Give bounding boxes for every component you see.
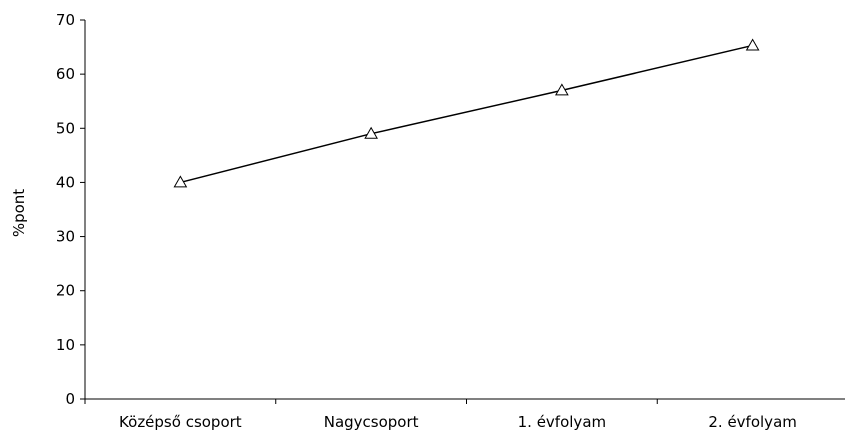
y-tick-label: 10: [56, 336, 75, 354]
data-point: [364, 126, 378, 139]
y-tick-label: 50: [56, 119, 75, 137]
x-axis: Középső csoport Nagycsoport 1. évfolyam 2. …: [84, 398, 845, 431]
y-tick-label: 20: [56, 282, 75, 300]
x-tick-label: Nagycsoport: [324, 413, 419, 431]
y-tick-label: 0: [65, 390, 75, 408]
data-point: [173, 175, 188, 188]
series-layer: [173, 38, 760, 188]
y-tick-label: 40: [56, 173, 75, 191]
y-tick-label: 70: [56, 11, 75, 29]
series-line: [180, 44, 753, 184]
y-tick-label: 30: [56, 228, 75, 246]
y-axis: 0 10 20 30 40 50 60 70: [56, 11, 86, 408]
x-tick-label: 1. évfolyam: [518, 413, 607, 431]
data-point: [745, 38, 760, 51]
y-tick-label: 60: [56, 65, 75, 83]
x-tick-label: 2. évfolyam: [708, 413, 797, 431]
x-tick-label: Középső csoport: [119, 413, 242, 431]
y-axis-title: %pont: [10, 189, 28, 237]
data-point: [555, 83, 569, 96]
